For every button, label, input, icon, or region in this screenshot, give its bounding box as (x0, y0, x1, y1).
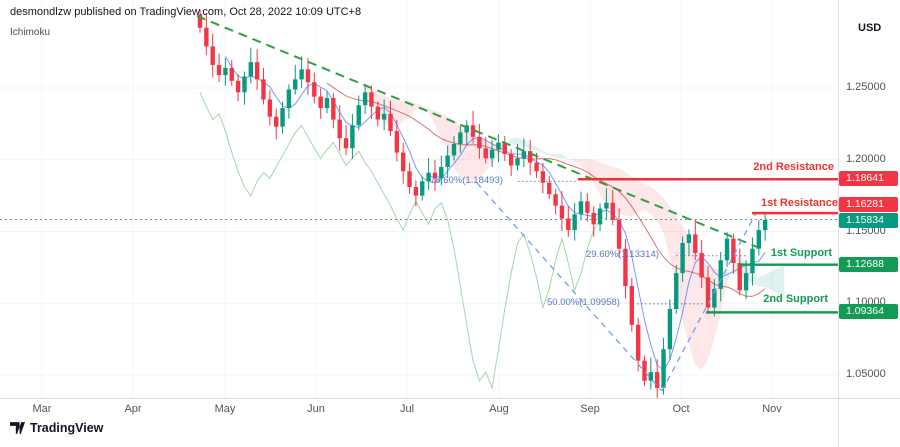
annotation-2nd-support: 2nd Support (763, 293, 828, 305)
price-tick-label: 1.25000 (846, 81, 886, 93)
month-label: Jul (399, 403, 415, 415)
month-label: Jun (307, 403, 325, 415)
tradingview-logo[interactable]: TradingView (10, 421, 103, 435)
tradingview-logo-text: TradingView (30, 421, 104, 435)
month-label: Oct (672, 403, 690, 415)
month-label: Aug (489, 403, 509, 415)
price-tag-2nd-support: 1.09364 (839, 304, 898, 320)
fib-label-78: 78.60%(1.18493) (430, 175, 503, 186)
publisher-note: desmondlzw published on TradingView.com,… (10, 6, 362, 18)
currency-label: USD (858, 22, 882, 34)
price-axis[interactable]: USD 1.25000 1.20000 1.15000 1.10000 1.05000 … (838, 0, 900, 447)
price-tag-current-price: 1.15834 (839, 212, 898, 228)
time-axis[interactable]: Mar Apr May Jun Jul Aug Sep Oct Nov (0, 398, 838, 422)
price-tag-1st-resistance: 1.16281 (839, 197, 898, 213)
tradingview-icon (10, 422, 25, 434)
month-label: Apr (124, 403, 142, 415)
month-label: May (214, 403, 236, 415)
annotation-2nd-resistance: 2nd Resistance (753, 161, 834, 173)
month-label: Nov (762, 403, 782, 415)
annotation-1st-resistance: 1st Resistance (760, 197, 838, 209)
fib-label-50: 50.00%(1.09958) (547, 297, 620, 308)
price-tag-2nd-resistance: 1.18641 (839, 171, 898, 187)
month-label: Mar (32, 403, 52, 415)
price-tick-label: 1.20000 (846, 152, 886, 165)
price-tag-1st-support: 1.12688 (839, 256, 898, 272)
indicator-legend[interactable]: Ichimoku (10, 27, 51, 38)
plot-area (0, 0, 838, 398)
fib-label-29: 29.60%(1.13314) (586, 249, 659, 260)
price-tick-label: 1.05000 (846, 368, 886, 380)
month-label: Sep (580, 403, 600, 415)
annotation-1st-support: 1st Support (770, 247, 832, 259)
